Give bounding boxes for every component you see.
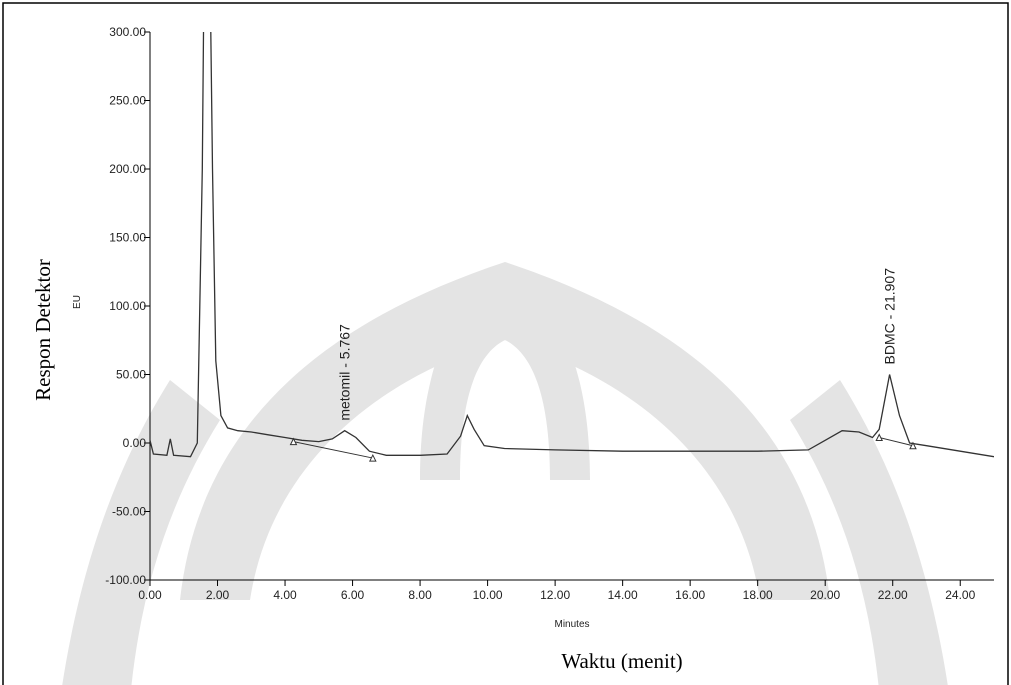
x-tick-label: 22.00 (878, 588, 908, 602)
plot-area (150, 32, 994, 462)
y-axis-title: Respon Detektor (31, 259, 55, 401)
x-tick-label: 8.00 (408, 588, 432, 602)
x-tick-label: 14.00 (608, 588, 638, 602)
y-tick-label: -100.00 (105, 573, 146, 587)
y-tick-label: 200.00 (109, 162, 146, 176)
x-axis-label: Minutes (554, 619, 589, 630)
y-unit-label: EU (72, 295, 83, 309)
peak-label: BDMC - 21.907 (882, 268, 898, 365)
x-axis-title: Waktu (menit) (561, 649, 682, 673)
x-tick-label: 16.00 (675, 588, 705, 602)
y-tick-label: 0.00 (123, 436, 147, 450)
baseline-marker (369, 453, 377, 462)
x-tick-label: 4.00 (273, 588, 297, 602)
x-tick-label: 10.00 (473, 588, 503, 602)
watermark (62, 262, 948, 685)
x-tick-label: 18.00 (743, 588, 773, 602)
x-tick-label: 2.00 (206, 588, 230, 602)
x-tick-label: 6.00 (341, 588, 365, 602)
trace (150, 32, 994, 458)
baseline (879, 437, 914, 447)
x-tick-label: 12.00 (540, 588, 570, 602)
x-tick-label: 24.00 (945, 588, 975, 602)
y-tick-label: 250.00 (109, 94, 146, 108)
y-tick-label: -50.00 (112, 505, 146, 519)
peak-label: metomil - 5.767 (337, 324, 353, 421)
baseline-marker (875, 433, 884, 442)
y-tick-label: 50.00 (116, 368, 146, 382)
x-tick-label: 0.00 (138, 588, 162, 602)
y-tick-label: 300.00 (109, 25, 146, 39)
y-tick-label: 150.00 (109, 231, 146, 245)
baseline-marker (909, 441, 917, 450)
baseline (293, 441, 373, 459)
baseline-marker (289, 437, 298, 446)
y-tick-label: 100.00 (109, 299, 146, 313)
x-tick-label: 20.00 (810, 588, 840, 602)
